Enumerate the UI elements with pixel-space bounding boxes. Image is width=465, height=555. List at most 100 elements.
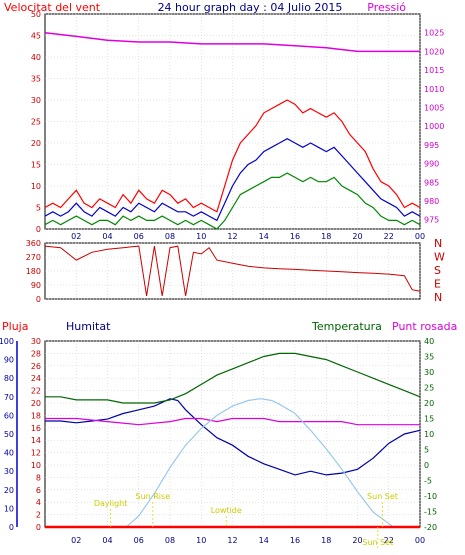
rain-tick-label: 24 [31, 374, 41, 383]
x-tick-label: 14 [259, 536, 269, 545]
x-tick-label: 10 [196, 536, 206, 545]
x-tick-label: 14 [259, 232, 269, 241]
temp-panel: Pluja Humitat Temperatura Punt rosada 0 1… [0, 320, 457, 548]
wind-tick-label: 20 [31, 139, 41, 148]
temperature-tick-label: 35 [424, 353, 434, 362]
humidity-tick-label: 90 [4, 356, 14, 365]
rain-tick-label: 0 [36, 523, 41, 532]
direction-tick-label: 0 [36, 295, 41, 304]
humidity-tick-label: 10 [4, 504, 14, 513]
gust-line [44, 99, 421, 213]
rain-tick-label: 12 [31, 449, 41, 458]
humidity-tick-label: 30 [4, 467, 14, 476]
event-annotation: Sun Rise [135, 492, 170, 501]
temperature-tick-label: 20 [424, 399, 434, 408]
compass-label: N [434, 237, 442, 250]
rain-tick-label: 4 [36, 498, 41, 507]
temperature-tick-label: 10 [424, 430, 434, 439]
direction-tick-label: 270 [26, 253, 41, 262]
x-tick-label: 22 [384, 536, 394, 545]
rain-tick-label: 16 [31, 424, 41, 433]
rain-tick-label: 30 [31, 337, 41, 346]
wind-tick-label: 35 [31, 75, 41, 84]
punt_rosada-line [45, 417, 420, 426]
wind-tick-label: 45 [31, 32, 41, 41]
rain-axis-label: Pluja [2, 320, 28, 333]
event-annotation: Lowtide [211, 506, 242, 515]
x-tick-label: 18 [321, 232, 331, 241]
wind-tick-label: 0 [36, 225, 41, 234]
rain-tick-label: 28 [31, 349, 41, 358]
x-tick-label: 20 [352, 232, 362, 241]
x-tick-label: 00 [415, 536, 425, 545]
wind-tick-label: 40 [31, 53, 41, 62]
humidity-tick-label: 20 [4, 486, 14, 495]
temperature-tick-label: 40 [424, 337, 434, 346]
temperature-tick-label: 30 [424, 368, 434, 377]
pressure-tick-label: 990 [424, 160, 439, 169]
humidity-axis-label: Humitat [66, 320, 111, 333]
pressure-tick-label: 985 [424, 178, 439, 187]
temperature-tick-label: -20 [424, 523, 437, 532]
direction-line [44, 245, 421, 296]
x-tick-label: 00 [415, 232, 425, 241]
event-annotation: Sun Set [367, 492, 398, 501]
wind-tick-label: 5 [36, 204, 41, 213]
temperature-tick-label: 15 [424, 415, 434, 424]
x-tick-label: 02 [71, 536, 81, 545]
rain-tick-label: 18 [31, 411, 41, 420]
wind-tick-label: 30 [31, 96, 41, 105]
wind-left-axis-label: Velocitat del vent [4, 1, 101, 14]
rain-tick-label: 14 [31, 436, 41, 445]
pressure-tick-label: 1020 [424, 47, 444, 56]
rain-tick-label: 22 [31, 387, 41, 396]
pressure-tick-label: 1005 [424, 103, 444, 112]
wind-tick-label: 15 [31, 161, 41, 170]
min-line [44, 172, 421, 230]
x-tick-label: 08 [165, 232, 175, 241]
temp-plot: 0102030405060708090100024681012141618202… [0, 337, 437, 548]
x-tick-label: 10 [196, 232, 206, 241]
humidity-tick-label: 0 [9, 523, 14, 532]
event-annotation: Daylight [94, 499, 128, 508]
x-tick-label: 16 [290, 536, 300, 545]
x-tick-label: 12 [227, 232, 237, 241]
temperatura-line [45, 352, 421, 404]
compass-label: W [434, 251, 445, 264]
pressure-axis-label: Pressió [367, 1, 406, 14]
temperature-tick-label: 25 [424, 384, 434, 393]
humidity-tick-label: 80 [4, 374, 14, 383]
temperature-tick-label: -15 [424, 508, 437, 517]
humidity-tick-label: 40 [4, 449, 14, 458]
compass-label: E [434, 278, 441, 291]
x-tick-label: 04 [102, 232, 112, 241]
solar-line [125, 398, 394, 528]
temperature-tick-label: 5 [424, 446, 429, 455]
temperature-tick-label: 0 [424, 461, 429, 470]
x-tick-label: 04 [102, 536, 112, 545]
direction-tick-label: 360 [26, 239, 41, 248]
wind-tick-label: 50 [31, 10, 41, 19]
rain-tick-label: 2 [36, 511, 41, 520]
x-tick-label: 16 [290, 232, 300, 241]
rain-tick-label: 26 [31, 362, 41, 371]
wind-tick-label: 10 [31, 182, 41, 191]
direction-tick-label: 90 [31, 281, 41, 290]
x-tick-label: 18 [321, 536, 331, 545]
pressure-tick-label: 1015 [424, 66, 444, 75]
avg-line [44, 138, 421, 222]
rain-tick-label: 10 [31, 461, 41, 470]
x-tick-label: 22 [384, 232, 394, 241]
humidity-tick-label: 50 [4, 430, 14, 439]
humitat-line [45, 398, 421, 476]
wind-plot: 0510152025303540455097598098599099510001… [31, 10, 445, 241]
compass-label: S [434, 264, 441, 277]
humidity-tick-label: 70 [4, 393, 14, 402]
pressure-tick-label: 975 [424, 216, 439, 225]
x-tick-label: 06 [134, 536, 144, 545]
temperature-tick-label: -5 [424, 477, 432, 486]
temperature-axis-label: Temperatura [311, 320, 382, 333]
